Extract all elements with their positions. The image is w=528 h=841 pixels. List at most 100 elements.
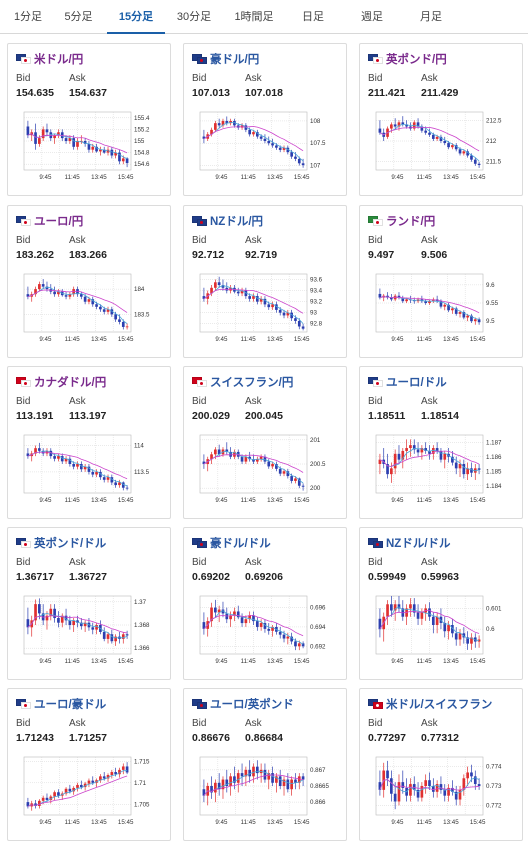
- currency-flag-icon: [368, 54, 384, 64]
- currency-pair-name[interactable]: 英ポンド/円: [386, 54, 447, 66]
- x-tick-label: 11:45: [241, 658, 257, 665]
- mini-candlestick-chart[interactable]: 201 200.5 200 9:45 11:45 13:45 15:45: [189, 431, 339, 511]
- candle-body: [214, 449, 217, 455]
- mini-candlestick-chart[interactable]: 93.6 93.4 93.2 93 92.8 9:45 11:45 13:45 15:45: [189, 270, 339, 350]
- rate-card-eur-gbp[interactable]: ユーロ/英ポンド Bid Ask 0.86676 0.86684 0.867 0.8665 0…: [183, 688, 347, 841]
- candle-body: [45, 797, 49, 800]
- candle-body: [301, 485, 305, 487]
- rate-card-usd-jpy[interactable]: 米ドル/円 Bid Ask 154.635 154.637 155.4 155.2 155 15…: [7, 43, 171, 196]
- candle-body: [424, 448, 428, 451]
- currency-pair-name[interactable]: ユーロ/円: [34, 216, 84, 228]
- candle-body: [236, 291, 240, 294]
- x-tick-label: 11:45: [65, 819, 81, 826]
- candle-body: [83, 141, 87, 144]
- candle-body: [210, 607, 213, 622]
- currency-pair-name[interactable]: ユーロ/英ポンド: [210, 699, 294, 711]
- ask-label: Ask: [69, 235, 86, 246]
- currency-pair-name[interactable]: NZドル/ドル: [386, 538, 451, 550]
- y-tick-label: 93.2: [310, 299, 323, 306]
- tab-5min[interactable]: 5分足: [64, 11, 93, 23]
- bid-label: Bid: [368, 557, 383, 568]
- rate-card-cad-jpy[interactable]: カナダドル/円 Bid Ask 113.191 113.197 114 113.5 9:45 1…: [7, 366, 171, 519]
- rate-card-eur-jpy[interactable]: ユーロ/円 Bid Ask 183.262 183.266 184 183.5 9:45 11:…: [7, 205, 171, 358]
- rate-card-eur-usd[interactable]: ユーロ/ドル Bid Ask 1.18511 1.18514 1.187 1.186 1.18…: [359, 366, 523, 519]
- tab-30min[interactable]: 30分足: [176, 11, 212, 23]
- ask-value: 0.77312: [421, 732, 459, 744]
- ask-value: 0.86684: [245, 732, 283, 744]
- rate-card-eur-aud[interactable]: ユーロ/豪ドル Bid Ask 1.71243 1.71257 1.715 1.71 1.70…: [7, 688, 171, 841]
- candle-body: [424, 130, 428, 133]
- x-tick-label: 13:45: [267, 497, 283, 504]
- y-tick-label: 1.71: [134, 780, 147, 787]
- tab-15min[interactable]: 15分足: [107, 0, 165, 34]
- rate-card-usd-chf[interactable]: 米ドル/スイスフラン Bid Ask 0.77297 0.77312 0.774 0.773…: [359, 688, 523, 841]
- tab-1hour[interactable]: 1時間足: [234, 11, 274, 23]
- currency-pair-name[interactable]: 米ドル/スイスフラン: [386, 699, 493, 711]
- candle-body: [470, 637, 473, 644]
- mini-candlestick-chart[interactable]: 0.601 0.6 9:45 11:45 13:45 15:45: [365, 592, 515, 672]
- rate-card-chf-jpy[interactable]: スイスフラン/円 Bid Ask 200.029 200.045 201 200.5 200 9…: [183, 366, 347, 519]
- candle-body: [267, 628, 271, 631]
- mini-candlestick-chart[interactable]: 0.774 0.773 0.772 9:45 11:45 13:45 15:45: [365, 753, 515, 833]
- tab-monthly[interactable]: 月足: [420, 11, 442, 23]
- candle-body: [221, 285, 225, 288]
- rate-card-nzd-usd[interactable]: NZドル/ドル Bid Ask 0.59949 0.59963 0.601 0.6 9:45 1…: [359, 527, 523, 680]
- candle-body: [466, 772, 469, 779]
- candle-body: [202, 136, 206, 139]
- candle-body: [409, 784, 412, 796]
- ask-value: 211.429: [421, 87, 459, 99]
- candle-body: [454, 145, 458, 150]
- mini-candlestick-chart[interactable]: 9.6 9.55 9.5 9:45 11:45 13:45 15:45: [365, 270, 515, 350]
- currency-pair-name[interactable]: ユーロ/ドル: [386, 377, 447, 389]
- currency-pair-name[interactable]: 英ポンド/ドル: [34, 538, 107, 550]
- card-title: 豪ドル/ドル: [192, 534, 271, 550]
- mini-candlestick-chart[interactable]: 114 113.5 9:45 11:45 13:45 15:45: [13, 431, 163, 511]
- candle-body: [83, 466, 87, 470]
- ask-value: 154.637: [69, 87, 107, 99]
- rate-card-zar-jpy[interactable]: ランド/円 Bid Ask 9.497 9.506 9.6 9.55 9.5 9:45 11:45…: [359, 205, 523, 358]
- tab-weekly[interactable]: 週足: [361, 11, 383, 23]
- rate-card-aud-usd[interactable]: 豪ドル/ドル Bid Ask 0.69202 0.69206 0.696 0.694 0.69…: [183, 527, 347, 680]
- currency-pair-name[interactable]: スイスフラン/円: [210, 377, 294, 389]
- mini-candlestick-chart[interactable]: 212.5 212 211.5 9:45 11:45 13:45 15:45: [365, 108, 515, 188]
- currency-pair-name[interactable]: 豪ドル/ドル: [210, 538, 271, 550]
- candle-body: [470, 772, 473, 777]
- tab-1min[interactable]: 1分足: [13, 11, 43, 23]
- rate-card-aud-jpy[interactable]: 豪ドル/円 Bid Ask 107.013 107.018 108 107.5 107 9:45…: [183, 43, 347, 196]
- mini-candlestick-chart[interactable]: 0.696 0.694 0.692 9:45 11:45 13:45 15:45: [189, 592, 339, 672]
- currency-pair-name[interactable]: 米ドル/円: [34, 54, 84, 66]
- candle-body: [125, 326, 129, 328]
- currency-flag-icon: [16, 377, 32, 387]
- candle-body: [68, 138, 72, 141]
- currency-pair-name[interactable]: ランド/円: [386, 216, 436, 228]
- ask-label: Ask: [421, 718, 438, 729]
- mini-candlestick-chart[interactable]: 0.867 0.8665 0.866 9:45 11:45 13:45 15:45: [189, 753, 339, 833]
- y-tick-label: 0.774: [486, 764, 502, 771]
- moving-average-long-line: [203, 126, 304, 152]
- candle-body: [57, 132, 60, 136]
- rate-card-gbp-jpy[interactable]: 英ポンド/円 Bid Ask 211.421 211.429 212.5 212 211.5 9…: [359, 43, 523, 196]
- currency-pair-name[interactable]: ユーロ/豪ドル: [34, 699, 107, 711]
- candle-body: [458, 312, 462, 314]
- candle-body: [458, 464, 462, 469]
- mini-candlestick-chart[interactable]: 1.187 1.186 1.185 1.184 9:45 11:45 13:45 15:45: [365, 431, 515, 511]
- currency-pair-name[interactable]: NZドル/円: [210, 216, 264, 228]
- candle-body: [244, 125, 248, 130]
- currency-pair-name[interactable]: 豪ドル/円: [210, 54, 260, 66]
- candle-body: [466, 151, 469, 156]
- rate-card-nzd-jpy[interactable]: NZドル/円 Bid Ask 92.712 92.719 93.6 93.4 93.2 93 92…: [183, 205, 347, 358]
- mini-candlestick-chart[interactable]: 1.37 1.368 1.366 9:45 11:45 13:45 15:45: [13, 592, 163, 672]
- x-tick-label: 15:45: [118, 658, 134, 665]
- mini-candlestick-chart[interactable]: 1.715 1.71 1.705 9:45 11:45 13:45 15:45: [13, 753, 163, 833]
- candle-body: [286, 147, 290, 153]
- mini-candlestick-chart[interactable]: 108 107.5 107 9:45 11:45 13:45 15:45: [189, 108, 339, 188]
- rate-card-gbp-usd[interactable]: 英ポンド/ドル Bid Ask 1.36717 1.36727 1.37 1.368 1.36…: [7, 527, 171, 680]
- currency-pair-name[interactable]: カナダドル/円: [34, 377, 107, 389]
- mini-candlestick-chart[interactable]: 155.4 155.2 155 154.8 154.6 9:45 11:45 13:45 15:…: [13, 108, 163, 188]
- candle-body: [386, 464, 389, 475]
- mini-candlestick-chart[interactable]: 184 183.5 9:45 11:45 13:45 15:45: [13, 270, 163, 350]
- tab-daily[interactable]: 日足: [302, 11, 324, 23]
- candle-body: [301, 776, 305, 780]
- candle-body: [121, 158, 125, 162]
- candle-body: [110, 772, 114, 776]
